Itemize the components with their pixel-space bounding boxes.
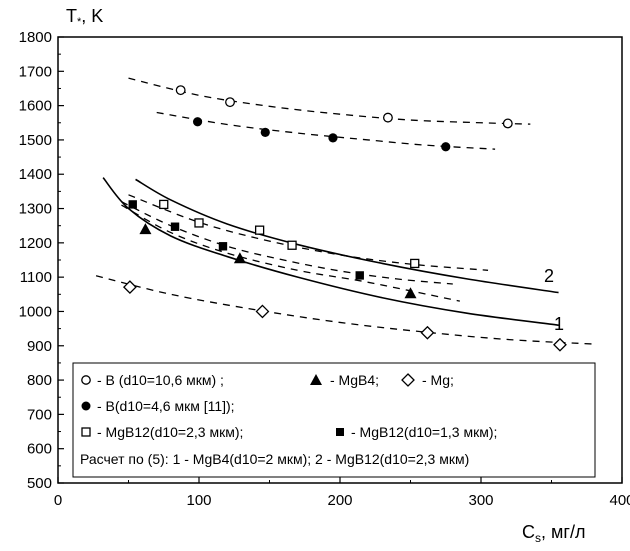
y-tick-label: 1600 xyxy=(19,98,52,115)
data-point-open-square xyxy=(159,199,169,210)
data-point-open-circle xyxy=(225,97,235,108)
data-point-filled-circle xyxy=(192,117,203,127)
data-point-filled-square xyxy=(128,200,137,209)
data-point-filled-triangle xyxy=(233,252,246,264)
data-point-open-circle xyxy=(175,85,186,96)
legend: - B (d10=10,6 мкм) ; - MgB4; - Mg; - B(d… xyxy=(72,362,596,478)
y-tick-label: 900 xyxy=(27,338,52,355)
data-point-open-diamond xyxy=(122,280,137,295)
legend-text-b-fine: - B(d10=4,6 мкм [11]); xyxy=(97,398,235,414)
legend-marker-filled-triangle xyxy=(310,374,322,385)
data-point-filled-triangle xyxy=(139,223,152,235)
data-point-open-square xyxy=(410,258,420,269)
x-axis-title: Cs, мг/л xyxy=(522,522,585,545)
legend-text-mgb4: - MgB4; xyxy=(330,372,379,388)
data-point-filled-circle xyxy=(328,133,338,143)
legend-marker-open-square xyxy=(81,427,91,437)
trend-line xyxy=(95,275,594,345)
data-point-open-square xyxy=(194,218,204,228)
y-tick-label: 1000 xyxy=(19,303,52,320)
legend-box xyxy=(72,362,596,478)
data-point-open-square xyxy=(287,240,297,250)
y-tick-label: 1700 xyxy=(19,63,52,80)
legend-text-mgb12-13: - MgB12(d10=1,3 мкм); xyxy=(351,424,497,440)
y-axis-ticks: 500 600 700 800 900 1000 1100 1200 1300 1400 1500 1… xyxy=(19,29,64,492)
y-tick-label: 600 xyxy=(27,441,52,458)
x-tick-label: 0 xyxy=(54,492,62,509)
data-point-filled-circle xyxy=(260,127,270,137)
curve-label-1: 1 xyxy=(554,314,564,334)
y-tick-label: 1300 xyxy=(19,201,52,218)
x-tick-label: 300 xyxy=(468,492,493,509)
data-point-open-circle xyxy=(502,118,513,129)
trend-line xyxy=(128,77,531,125)
y-tick-label: 500 xyxy=(27,475,52,492)
legend-marker-open-diamond xyxy=(401,373,415,387)
y-tick-label: 800 xyxy=(27,372,52,389)
data-point-open-diamond xyxy=(553,337,567,352)
data-point-filled-square xyxy=(355,271,364,280)
y-axis-title: T*, K xyxy=(66,6,103,28)
y-tick-label: 700 xyxy=(27,406,52,423)
calc-curve-2 xyxy=(135,178,559,294)
legend-text-calc: Расчет по (5): 1 - MgB4(d10=2 мкм); 2 - … xyxy=(80,451,469,467)
data-point-filled-square xyxy=(170,222,180,231)
legend-marker-filled-circle xyxy=(81,401,91,411)
y-tick-label: 1800 xyxy=(19,29,52,46)
data-point-filled-triangle xyxy=(404,287,417,299)
trend-line xyxy=(121,201,453,285)
data-point-open-square xyxy=(254,225,265,235)
legend-marker-filled-square xyxy=(336,428,344,436)
data-point-filled-square xyxy=(218,242,228,251)
x-tick-label: 200 xyxy=(327,492,352,509)
x-tick-label: 400 xyxy=(609,492,630,509)
data-points xyxy=(122,85,567,352)
trend-lines xyxy=(95,77,594,345)
y-tick-label: 1400 xyxy=(19,166,52,183)
data-point-open-diamond xyxy=(420,325,435,340)
legend-text-b-coarse: - B (d10=10,6 мкм) ; xyxy=(97,372,224,388)
data-point-open-circle xyxy=(382,112,393,123)
data-point-filled-circle xyxy=(441,142,451,152)
x-tick-label: 100 xyxy=(186,492,211,509)
curve-label-2: 2 xyxy=(544,266,554,286)
trend-line xyxy=(121,204,460,302)
calc-curve-1 xyxy=(102,177,559,326)
y-tick-label: 1500 xyxy=(19,132,52,149)
x-axis-ticks: 0 100 200 300 400 xyxy=(54,477,630,509)
legend-text-mgb12-23: - MgB12(d10=2,3 мкм); xyxy=(97,424,243,440)
y-tick-label: 1200 xyxy=(19,235,52,252)
data-point-open-diamond xyxy=(255,304,270,319)
legend-text-mg: - Mg; xyxy=(422,372,454,388)
calculated-curves xyxy=(102,177,559,326)
legend-marker-open-circle xyxy=(81,375,91,385)
y-tick-label: 1100 xyxy=(20,269,52,286)
